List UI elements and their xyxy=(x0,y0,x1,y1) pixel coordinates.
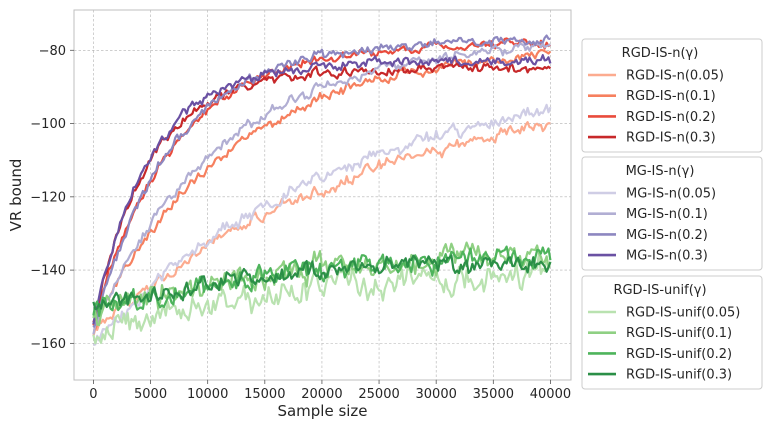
legend-entry: MG-IS-n(0.3) xyxy=(626,249,708,264)
y-axis-label: VR bound xyxy=(7,159,25,232)
legend-title: RGD-IS-unif(γ) xyxy=(613,283,706,298)
legend-entry: RGD-IS-unif(0.05) xyxy=(626,306,740,321)
series-line xyxy=(92,37,552,326)
series-line xyxy=(92,121,551,337)
series-line xyxy=(92,245,552,317)
legend-box xyxy=(581,275,763,390)
legend-entry: RGD-IS-n(0.05) xyxy=(626,69,724,84)
x-tick-label: 10000 xyxy=(187,387,228,402)
legend-box xyxy=(581,156,763,271)
legend-entry: MG-IS-n(0.2) xyxy=(626,228,708,243)
y-tick-label: −120 xyxy=(30,190,66,205)
series-line xyxy=(92,254,552,311)
series-line xyxy=(92,241,551,327)
grid xyxy=(74,10,571,380)
series-line xyxy=(92,34,551,328)
legend-box xyxy=(581,38,763,153)
series-line xyxy=(92,251,552,345)
y-tick-label: −80 xyxy=(39,44,66,59)
y-tick-label: −140 xyxy=(30,264,66,279)
x-tick-label: 30000 xyxy=(416,387,457,402)
x-tick-label: 0 xyxy=(89,387,97,402)
x-tick-label: 40000 xyxy=(530,387,571,402)
y-tick-label: −160 xyxy=(30,337,66,352)
series-line xyxy=(92,62,552,323)
x-tick-label: 15000 xyxy=(244,387,285,402)
x-axis-label: Sample size xyxy=(277,402,367,420)
plot-frame xyxy=(73,9,572,381)
series-line xyxy=(92,54,552,325)
y-tick-label: −100 xyxy=(30,117,66,132)
x-tick-label: 35000 xyxy=(473,387,514,402)
ticks: 0 5000 10000 15000 20000 25000 30000 35000 40000… xyxy=(30,44,571,402)
legend-entry: MG-IS-n(0.1) xyxy=(626,207,708,222)
legend-entry: MG-IS-n(0.05) xyxy=(626,187,716,202)
series-lines xyxy=(92,34,552,347)
series-line xyxy=(93,103,552,347)
series-line xyxy=(92,42,551,335)
legend-entry: RGD-IS-unif(0.2) xyxy=(626,347,732,362)
legend-title: RGD-IS-n(γ) xyxy=(622,46,699,61)
legend-entry: RGD-IS-unif(0.1) xyxy=(626,326,732,341)
legend-entry: RGD-IS-n(0.1) xyxy=(626,89,716,104)
legend-entry: RGD-IS-n(0.2) xyxy=(626,110,716,125)
legend-entry: RGD-IS-unif(0.3) xyxy=(626,368,732,383)
x-tick-label: 5000 xyxy=(134,387,167,402)
x-tick-label: 20000 xyxy=(301,387,342,402)
legend: RGD-IS-n(γ) RGD-IS-n(0.05) RGD-IS-n(0.1) RG… xyxy=(581,38,763,390)
legend-entry: RGD-IS-n(0.3) xyxy=(626,131,716,146)
x-tick-label: 25000 xyxy=(358,387,399,402)
legend-title: MG-IS-n(γ) xyxy=(626,164,695,179)
